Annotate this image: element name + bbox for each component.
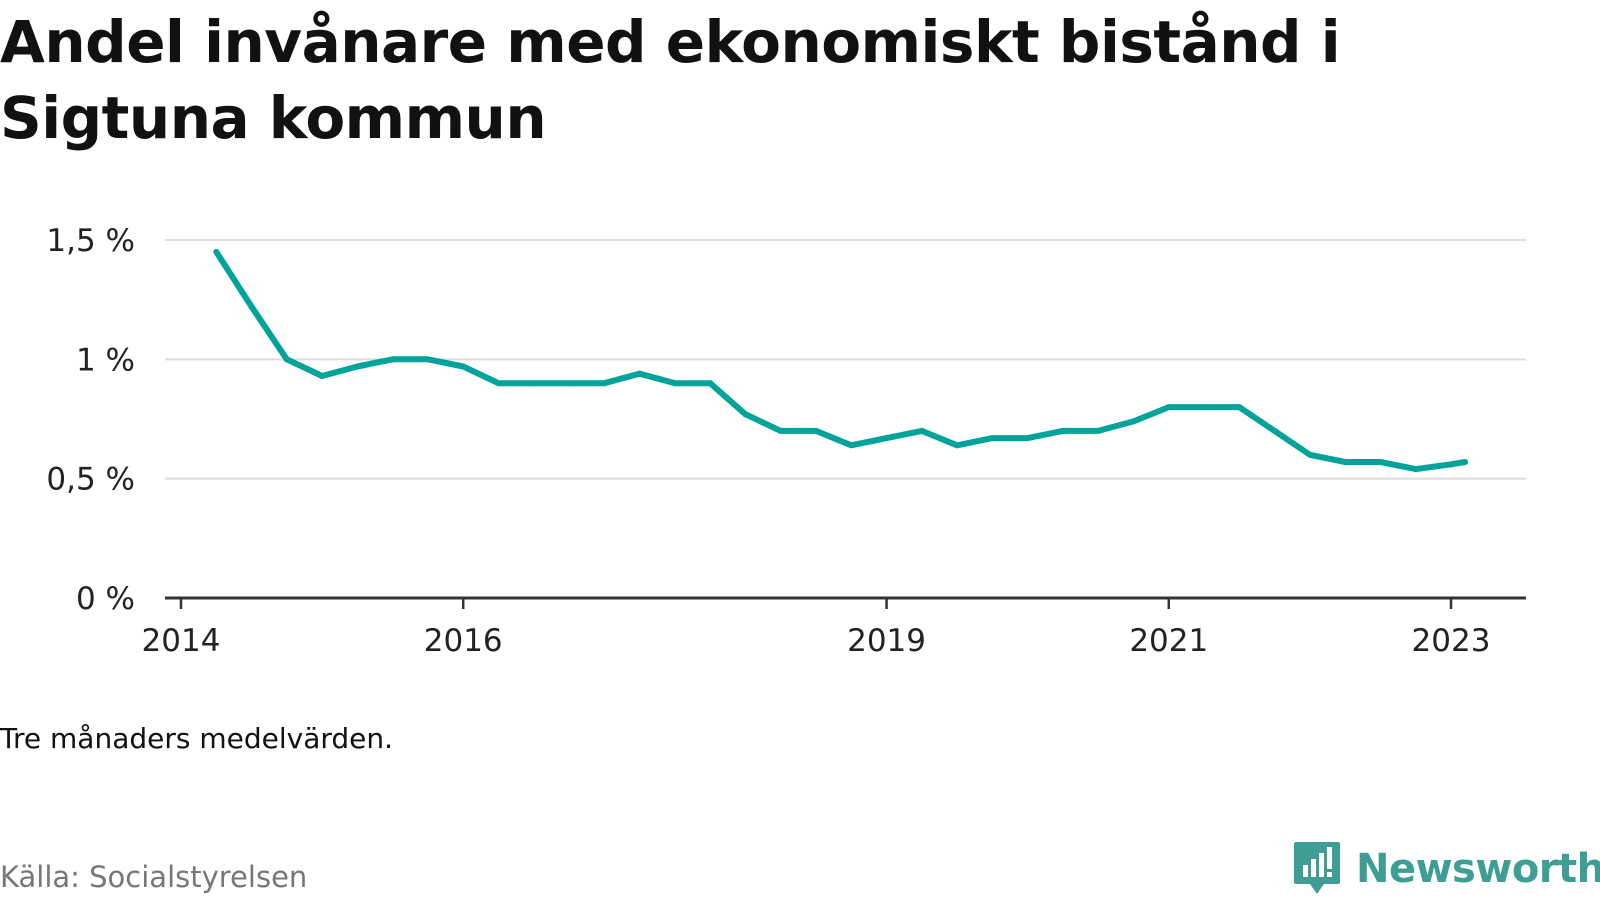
data-point — [1412, 466, 1419, 473]
data-point — [742, 411, 749, 418]
data-point — [1236, 404, 1243, 411]
data-point — [1377, 458, 1384, 465]
data-point — [1448, 461, 1454, 468]
x-tick-label: 2019 — [847, 623, 926, 659]
data-point — [1271, 427, 1278, 434]
data-point — [213, 248, 220, 255]
data-point — [636, 370, 643, 377]
data-point — [283, 356, 290, 363]
y-tick-label: 1,5 % — [46, 223, 135, 259]
data-point — [530, 380, 537, 387]
data-point — [1059, 427, 1066, 434]
newsworthy-logo-icon — [1294, 842, 1340, 894]
data-point — [1095, 427, 1102, 434]
x-tick-label: 2021 — [1129, 623, 1208, 659]
data-point — [671, 380, 678, 387]
data-point — [601, 380, 608, 387]
data-point — [1130, 418, 1137, 425]
chart-title: Andel invånare med ekonomiskt bistånd i … — [0, 8, 1341, 152]
data-point — [707, 380, 714, 387]
data-point — [1342, 458, 1349, 465]
data-point — [954, 442, 961, 449]
data-point — [1201, 404, 1208, 411]
series-line — [213, 250, 1466, 473]
chart-note: Tre månaders medelvärden. — [0, 722, 394, 755]
source-credit: Källa: Socialstyrelsen — [0, 860, 308, 894]
data-point — [424, 356, 431, 363]
data-point — [813, 427, 819, 434]
data-point — [495, 380, 502, 387]
x-tick-label: 2023 — [1412, 623, 1491, 659]
data-point — [918, 427, 925, 434]
data-point — [460, 363, 467, 370]
data-point — [566, 380, 573, 387]
data-point — [248, 303, 255, 310]
data-point — [883, 435, 890, 442]
data-point — [1306, 451, 1313, 458]
y-tick-label: 0 % — [76, 581, 135, 617]
data-point — [777, 427, 784, 434]
data-series — [213, 248, 1469, 473]
data-point — [389, 356, 396, 363]
data-point — [1462, 458, 1469, 465]
x-tick-label: 2016 — [424, 623, 503, 659]
data-point — [354, 363, 361, 370]
data-point — [319, 373, 326, 380]
x-tick-label: 2014 — [142, 623, 221, 659]
newsworthy-logo: Newsworthy — [1292, 840, 1600, 898]
data-point — [1165, 404, 1172, 411]
data-point — [848, 442, 855, 449]
line-chart: 0 % 0,5 % 1 % 1,5 % 2014 2016 2019 2021 2023 — [46, 223, 1526, 659]
y-tick-label: 1 % — [76, 342, 135, 378]
data-point — [1024, 435, 1031, 442]
y-tick-label: 0,5 % — [46, 462, 135, 498]
y-axis-ticks: 0 % 0,5 % 1 % 1,5 % — [46, 223, 135, 617]
logo-text: Newsworthy — [1356, 846, 1600, 892]
data-point — [989, 435, 996, 442]
x-axis-ticks: 2014 2016 2019 2021 2023 — [142, 598, 1491, 659]
